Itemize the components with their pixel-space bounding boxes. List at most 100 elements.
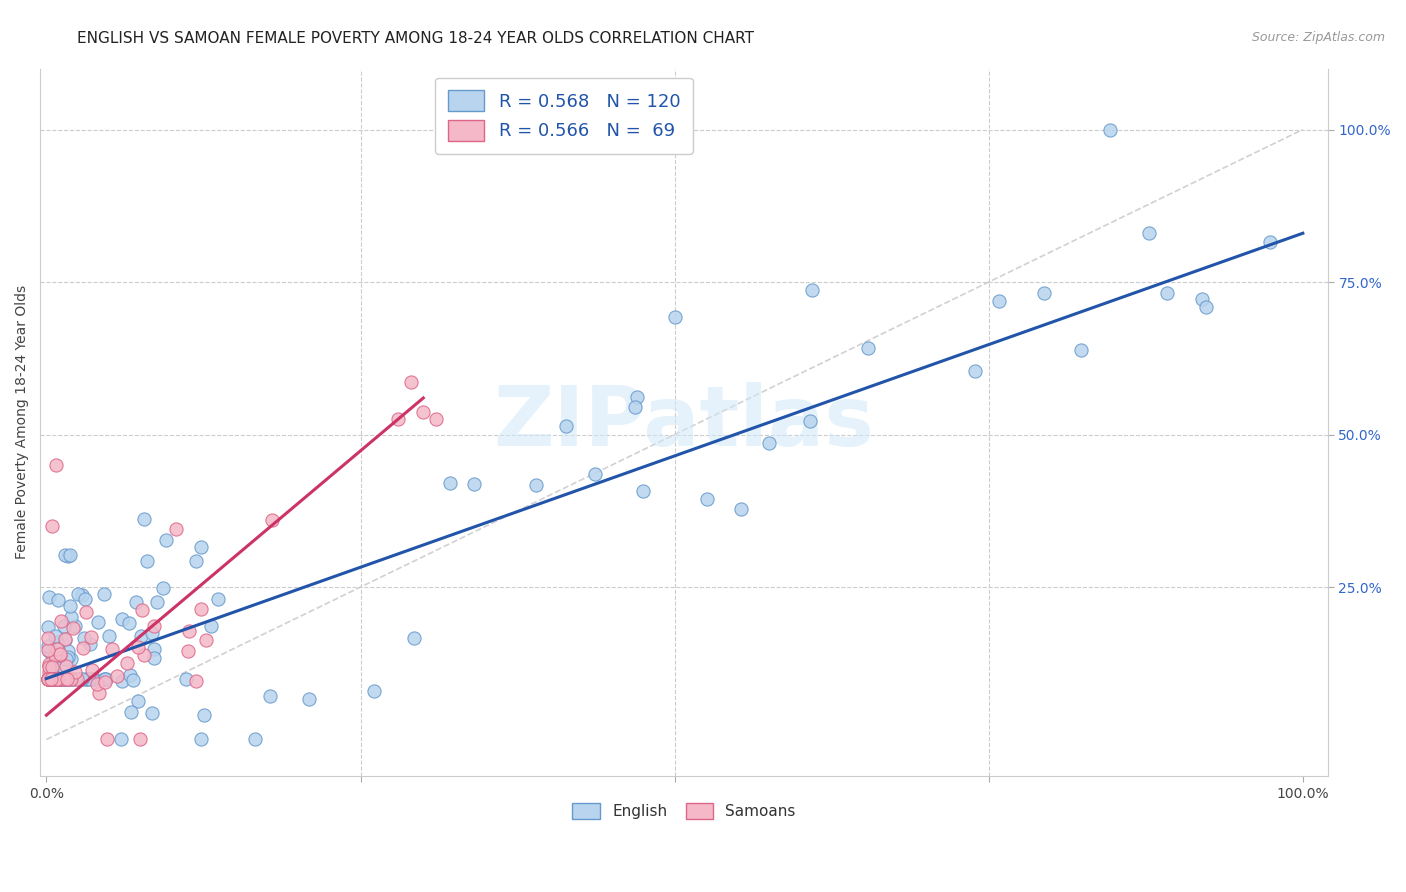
Point	[425, 412, 447, 426]
Point	[988, 293, 1011, 308]
Point	[80, 663, 103, 677]
Point	[80, 630, 103, 644]
Point	[38, 644, 60, 658]
Point	[44, 648, 66, 662]
Point	[62, 621, 84, 635]
Point	[115, 656, 138, 670]
Point	[38, 658, 60, 673]
Point	[56, 650, 79, 665]
Point	[38, 590, 60, 604]
Point	[59, 599, 82, 613]
Point	[37, 639, 59, 653]
Point	[412, 405, 434, 419]
Point	[111, 673, 134, 688]
Point	[1137, 227, 1160, 241]
Point	[122, 673, 145, 687]
Point	[129, 731, 152, 746]
Point	[37, 643, 59, 657]
Point	[44, 672, 66, 686]
Point	[111, 612, 134, 626]
Point	[37, 620, 59, 634]
Point	[55, 672, 77, 686]
Point	[155, 533, 177, 548]
Point	[118, 616, 141, 631]
Point	[127, 694, 149, 708]
Point	[51, 672, 73, 686]
Point	[49, 672, 72, 686]
Point	[801, 283, 824, 297]
Point	[53, 548, 76, 562]
Point	[41, 672, 63, 686]
Text: ENGLISH VS SAMOAN FEMALE POVERTY AMONG 18-24 YEAR OLDS CORRELATION CHART: ENGLISH VS SAMOAN FEMALE POVERTY AMONG 1…	[77, 31, 755, 46]
Text: ZIPatlas: ZIPatlas	[494, 382, 875, 463]
Point	[62, 672, 84, 686]
Point	[66, 672, 89, 686]
Point	[55, 672, 77, 686]
Point	[49, 672, 72, 686]
Point	[166, 522, 188, 536]
Point	[46, 641, 69, 656]
Point	[179, 624, 201, 639]
Point	[131, 603, 153, 617]
Point	[404, 632, 426, 646]
Point	[93, 587, 115, 601]
Point	[52, 672, 75, 686]
Point	[1195, 301, 1218, 315]
Point	[37, 672, 59, 686]
Point	[39, 672, 62, 686]
Point	[53, 632, 76, 647]
Point	[63, 672, 86, 686]
Point	[146, 594, 169, 608]
Point	[37, 672, 59, 686]
Point	[141, 706, 163, 720]
Point	[46, 592, 69, 607]
Point	[82, 672, 104, 686]
Point	[125, 595, 148, 609]
Point	[44, 630, 66, 644]
Point	[55, 672, 77, 686]
Legend: English, Samoans: English, Samoans	[567, 797, 801, 825]
Point	[664, 310, 686, 325]
Point	[37, 672, 59, 686]
Point	[184, 674, 207, 689]
Point	[190, 602, 212, 616]
Point	[70, 672, 93, 686]
Point	[38, 657, 60, 671]
Point	[1070, 343, 1092, 358]
Point	[55, 659, 77, 673]
Point	[89, 686, 111, 700]
Point	[207, 592, 229, 607]
Point	[190, 731, 212, 746]
Point	[86, 677, 108, 691]
Point	[37, 672, 59, 686]
Point	[626, 390, 648, 404]
Point	[730, 501, 752, 516]
Point	[37, 631, 59, 645]
Point	[55, 672, 77, 686]
Point	[38, 660, 60, 674]
Point	[45, 672, 67, 686]
Point	[66, 587, 89, 601]
Point	[76, 672, 98, 686]
Point	[46, 666, 69, 681]
Point	[86, 615, 108, 630]
Point	[41, 660, 63, 674]
Text: Source: ZipAtlas.com: Source: ZipAtlas.com	[1251, 31, 1385, 45]
Point	[63, 618, 86, 632]
Point	[60, 610, 83, 624]
Point	[129, 629, 152, 643]
Point	[633, 484, 655, 499]
Point	[41, 518, 63, 533]
Point	[73, 631, 96, 645]
Point	[141, 626, 163, 640]
Point	[49, 672, 72, 686]
Point	[39, 672, 62, 686]
Point	[120, 668, 142, 682]
Point	[152, 581, 174, 595]
Point	[1032, 286, 1054, 301]
Point	[93, 672, 115, 686]
Point	[260, 513, 283, 527]
Point	[399, 376, 422, 390]
Point	[184, 554, 207, 568]
Point	[59, 549, 82, 563]
